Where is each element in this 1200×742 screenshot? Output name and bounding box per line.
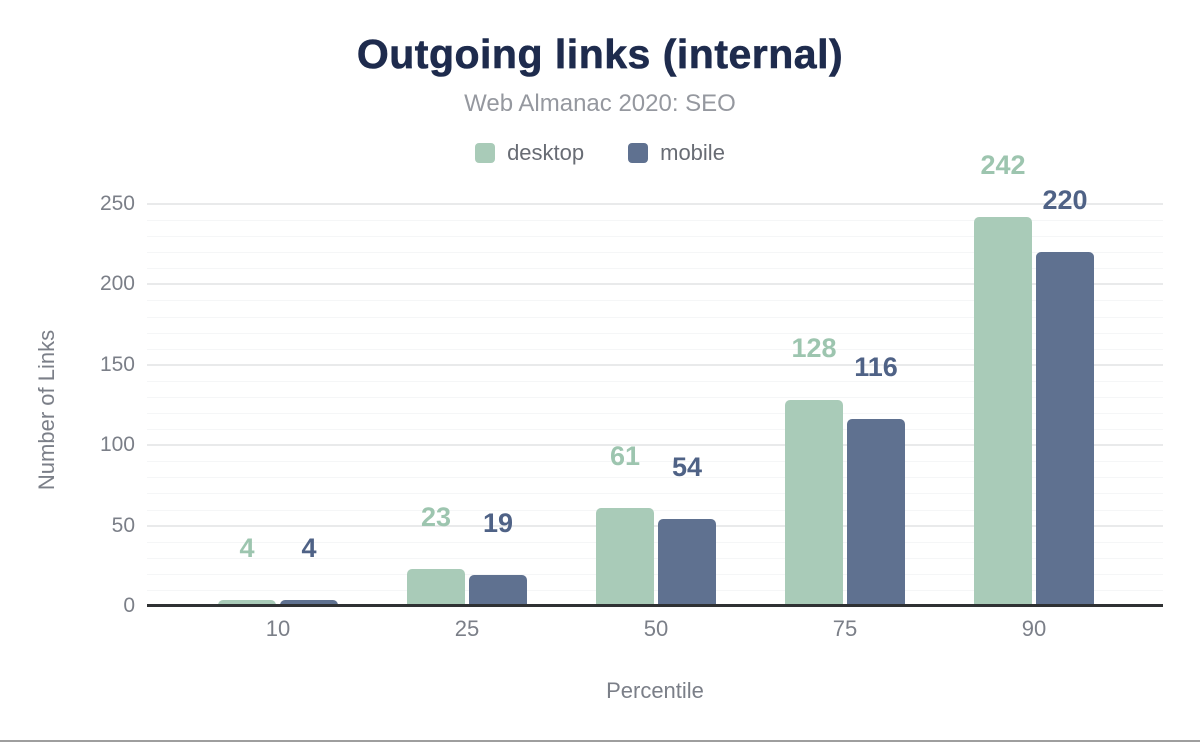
major-gridline-200 <box>147 283 1163 286</box>
y-tick-label-100: 100 <box>99 433 135 457</box>
bar-value-label-desktop-p25: 23 <box>420 502 452 533</box>
bar-value-label-mobile-p75: 116 <box>854 352 898 383</box>
bar-value-label-mobile-p10: 4 <box>301 532 317 563</box>
y-tick-label-0: 0 <box>123 594 135 617</box>
minor-gridline-90 <box>147 461 1163 463</box>
plot-grid-and-bars: 4 4 23 19 61 54 128 116 242 220 <box>147 151 1163 606</box>
bar-value-label-desktop-p75: 128 <box>791 333 837 364</box>
minor-gridline-20 <box>147 573 1163 575</box>
bar-desktop-p50 <box>596 507 654 606</box>
bar-value-label-desktop-p90: 242 <box>980 149 1026 180</box>
legend-swatch-mobile-icon <box>628 143 649 163</box>
y-tick-label-250: 250 <box>99 192 135 215</box>
major-gridline-50 <box>147 524 1163 527</box>
major-gridline-250 <box>147 203 1163 205</box>
minor-gridline-210 <box>147 268 1163 270</box>
minor-gridline-240 <box>147 220 1163 222</box>
bar-value-label-desktop-p50: 61 <box>609 440 641 471</box>
bar-desktop-p25 <box>407 569 465 606</box>
minor-gridline-60 <box>147 509 1163 511</box>
legend-label-mobile: mobile <box>660 140 725 165</box>
x-tick-label-50: 50 <box>643 616 669 641</box>
minor-gridline-220 <box>147 252 1163 254</box>
bar-mobile-p50 <box>658 519 716 606</box>
bar-mobile-p75 <box>847 419 905 606</box>
bar-desktop-p90 <box>974 216 1032 606</box>
minor-gridline-10 <box>147 589 1163 591</box>
legend-item-mobile: mobile <box>628 140 725 166</box>
legend-swatch-desktop-icon <box>475 143 496 163</box>
bar-desktop-p10 <box>218 599 276 606</box>
minor-gridline-40 <box>147 541 1163 543</box>
x-tick-label-75: 75 <box>832 616 858 641</box>
major-gridline-100 <box>147 444 1163 447</box>
x-axis-title: Percentile <box>606 678 704 703</box>
bar-value-label-mobile-p50: 54 <box>671 452 703 483</box>
bar-mobile-p25 <box>469 575 527 606</box>
x-tick-label-10: 10 <box>265 616 291 641</box>
major-gridline-150 <box>147 363 1163 366</box>
y-tick-label-200: 200 <box>99 272 135 296</box>
minor-gridline-140 <box>147 380 1163 382</box>
chart-subtitle: Web Almanac 2020: SEO <box>464 90 736 117</box>
y-tick-label-50: 50 <box>111 513 135 537</box>
bar-value-label-mobile-p25: 19 <box>482 508 514 539</box>
x-tick-label-25: 25 <box>454 616 480 641</box>
minor-gridline-180 <box>147 316 1163 318</box>
bar-desktop-p75 <box>785 400 843 606</box>
chart-title: Outgoing links (internal) <box>356 31 844 78</box>
minor-gridline-120 <box>147 413 1163 415</box>
minor-gridline-30 <box>147 557 1163 559</box>
bar-value-label-desktop-p10: 4 <box>239 532 255 563</box>
chart-legend: desktop mobile <box>0 140 1200 166</box>
minor-gridline-230 <box>147 236 1163 238</box>
minor-gridline-80 <box>147 477 1163 479</box>
bar-mobile-p90 <box>1036 252 1094 606</box>
x-axis-line <box>147 604 1163 607</box>
minor-gridline-130 <box>147 396 1163 398</box>
bar-value-label-mobile-p90: 220 <box>1042 185 1088 216</box>
minor-gridline-70 <box>147 493 1163 495</box>
legend-item-desktop: desktop <box>475 140 584 166</box>
y-tick-label-150: 150 <box>99 352 135 376</box>
y-axis-title: Number of Links <box>34 329 59 491</box>
minor-gridline-170 <box>147 332 1163 334</box>
legend-label-desktop: desktop <box>507 140 585 165</box>
minor-gridline-160 <box>147 348 1163 350</box>
minor-gridline-190 <box>147 300 1163 302</box>
minor-gridline-110 <box>147 429 1163 431</box>
x-tick-label-90: 90 <box>1021 616 1047 641</box>
bar-mobile-p10 <box>280 599 338 606</box>
